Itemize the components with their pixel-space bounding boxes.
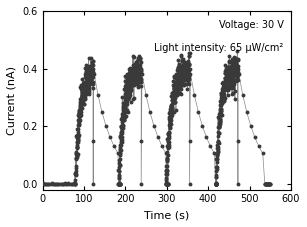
Y-axis label: Current (nA): Current (nA) xyxy=(7,66,17,135)
X-axis label: Time (s): Time (s) xyxy=(144,210,189,220)
Text: Light intensity: 65 μW/cm²: Light intensity: 65 μW/cm² xyxy=(154,43,283,53)
Text: Voltage: 30 V: Voltage: 30 V xyxy=(219,20,283,30)
